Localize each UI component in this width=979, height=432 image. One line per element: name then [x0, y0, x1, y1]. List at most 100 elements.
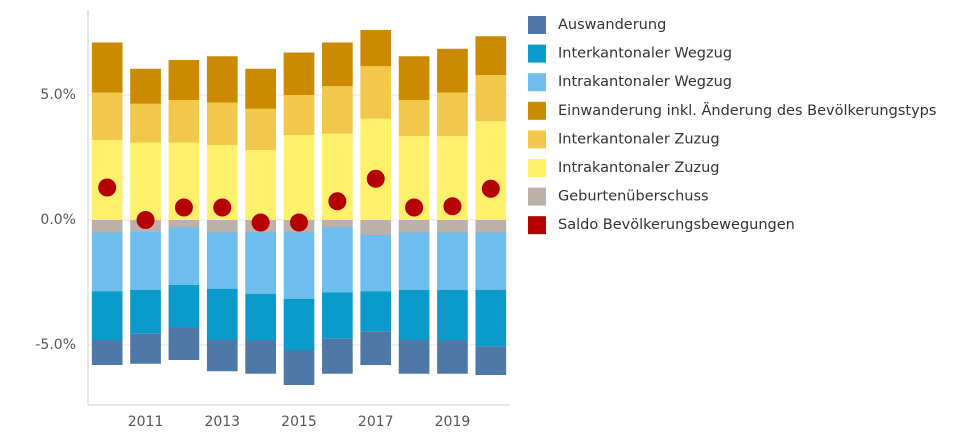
legend-swatch — [528, 130, 546, 149]
x-tick-label: 2017 — [358, 414, 394, 430]
saldo-dot — [213, 198, 232, 217]
bar-segment — [475, 220, 507, 233]
bar-segment — [475, 232, 507, 290]
y-tick-label: 0.0% — [40, 212, 76, 228]
bar-segment — [360, 331, 392, 365]
bar-segment — [283, 95, 315, 135]
bar-segment — [437, 340, 468, 374]
saldo-dot — [366, 169, 385, 188]
bar-segment — [206, 220, 238, 233]
legend-label: Intrakantonaler Wegzug — [558, 74, 732, 90]
legend-label: Einwanderung inkl. Änderung des Bevölker… — [558, 101, 936, 119]
legend-swatch — [528, 159, 546, 177]
bar-segment — [245, 150, 276, 220]
bar-segment — [283, 232, 315, 299]
bar-segment — [398, 220, 430, 233]
legend-swatch — [528, 44, 546, 63]
bar-segment — [360, 220, 392, 235]
x-tick-label: 2019 — [435, 414, 471, 430]
legend-label: Geburtenüberschuss — [558, 189, 709, 205]
bar-segment — [91, 291, 123, 340]
saldo-dot — [443, 197, 462, 216]
bar-segment — [91, 42, 123, 93]
bar-segment — [398, 232, 430, 290]
legend: Auswanderung Interkantonaler Wegzug Intrak… — [528, 16, 936, 235]
bar-segment — [283, 52, 315, 95]
x-tick-label: 2011 — [128, 414, 164, 430]
bar-segment — [283, 135, 315, 220]
legend-swatch — [528, 16, 546, 34]
bar-segment — [206, 232, 238, 289]
bar-segment — [168, 227, 200, 285]
saldo-dot — [136, 211, 155, 229]
bar-segment — [437, 290, 468, 340]
x-tick-label: 2015 — [281, 414, 317, 430]
bar-segment — [360, 235, 392, 292]
bar-segment — [245, 232, 276, 294]
bar-segment — [322, 86, 353, 134]
bar-segment — [130, 68, 161, 104]
bar-segment — [130, 333, 161, 364]
x-tick-label: 2013 — [204, 414, 240, 430]
saldo-dot — [174, 198, 193, 217]
saldo-dot — [98, 178, 117, 197]
bar-segment — [398, 100, 430, 137]
bar-segment — [245, 293, 276, 340]
legend-swatch — [528, 216, 546, 235]
bar-segment — [322, 42, 353, 87]
bar-segment — [168, 220, 200, 228]
bar-segment — [283, 350, 315, 385]
bar-segment — [398, 340, 430, 374]
bar-segment — [360, 118, 392, 220]
bar-segment — [206, 340, 238, 372]
legend-swatch — [528, 73, 546, 92]
bar-segment — [360, 66, 392, 119]
bar-segment — [206, 56, 238, 103]
legend-label: Intrakantonaler Zuzug — [558, 160, 720, 176]
bar-segment — [130, 290, 161, 334]
bar-segment — [475, 75, 507, 122]
legend-label: Saldo Bevölkerungsbewegungen — [558, 217, 795, 233]
saldo-dot — [405, 198, 424, 217]
bar-segment — [437, 220, 468, 233]
legend-swatch — [528, 187, 546, 206]
bar-segment — [475, 290, 507, 347]
bar-segment — [91, 232, 123, 292]
bar-segment — [475, 346, 507, 375]
bar-segment — [437, 232, 468, 290]
bar-segment — [206, 102, 238, 145]
bar-segment — [398, 290, 430, 340]
bar-segment — [130, 142, 161, 220]
bar-segment — [130, 231, 161, 290]
bar-segment — [245, 108, 276, 150]
bar-segment — [475, 36, 507, 75]
bar-segment — [168, 327, 200, 360]
bar-segment — [398, 56, 430, 100]
bar-segment — [360, 30, 392, 67]
legend-swatch — [528, 101, 546, 120]
bar-segment — [130, 103, 161, 143]
saldo-dot — [481, 179, 500, 198]
legend-label: Interkantonaler Zuzug — [558, 131, 720, 147]
bar-segment — [91, 92, 123, 140]
bar-segment — [206, 288, 238, 340]
bar-segment — [283, 298, 315, 350]
bar-segment — [168, 60, 200, 100]
bar-segment — [437, 92, 468, 137]
bar-segment — [475, 121, 507, 220]
bar-segment — [91, 220, 123, 233]
bar-segment — [360, 291, 392, 332]
saldo-dot — [290, 213, 308, 232]
bar-segment — [245, 68, 276, 109]
bar-segment — [168, 285, 200, 328]
bar-segment — [322, 227, 353, 293]
bar-segment — [437, 48, 468, 93]
bar-segment — [322, 338, 353, 374]
saldo-dot — [251, 213, 270, 232]
y-tick-label: -5.0% — [35, 337, 76, 353]
bar-segment — [245, 340, 276, 374]
bar-segment — [322, 220, 353, 228]
saldo-dot — [328, 192, 347, 211]
legend-label: Interkantonaler Wegzug — [558, 46, 732, 62]
